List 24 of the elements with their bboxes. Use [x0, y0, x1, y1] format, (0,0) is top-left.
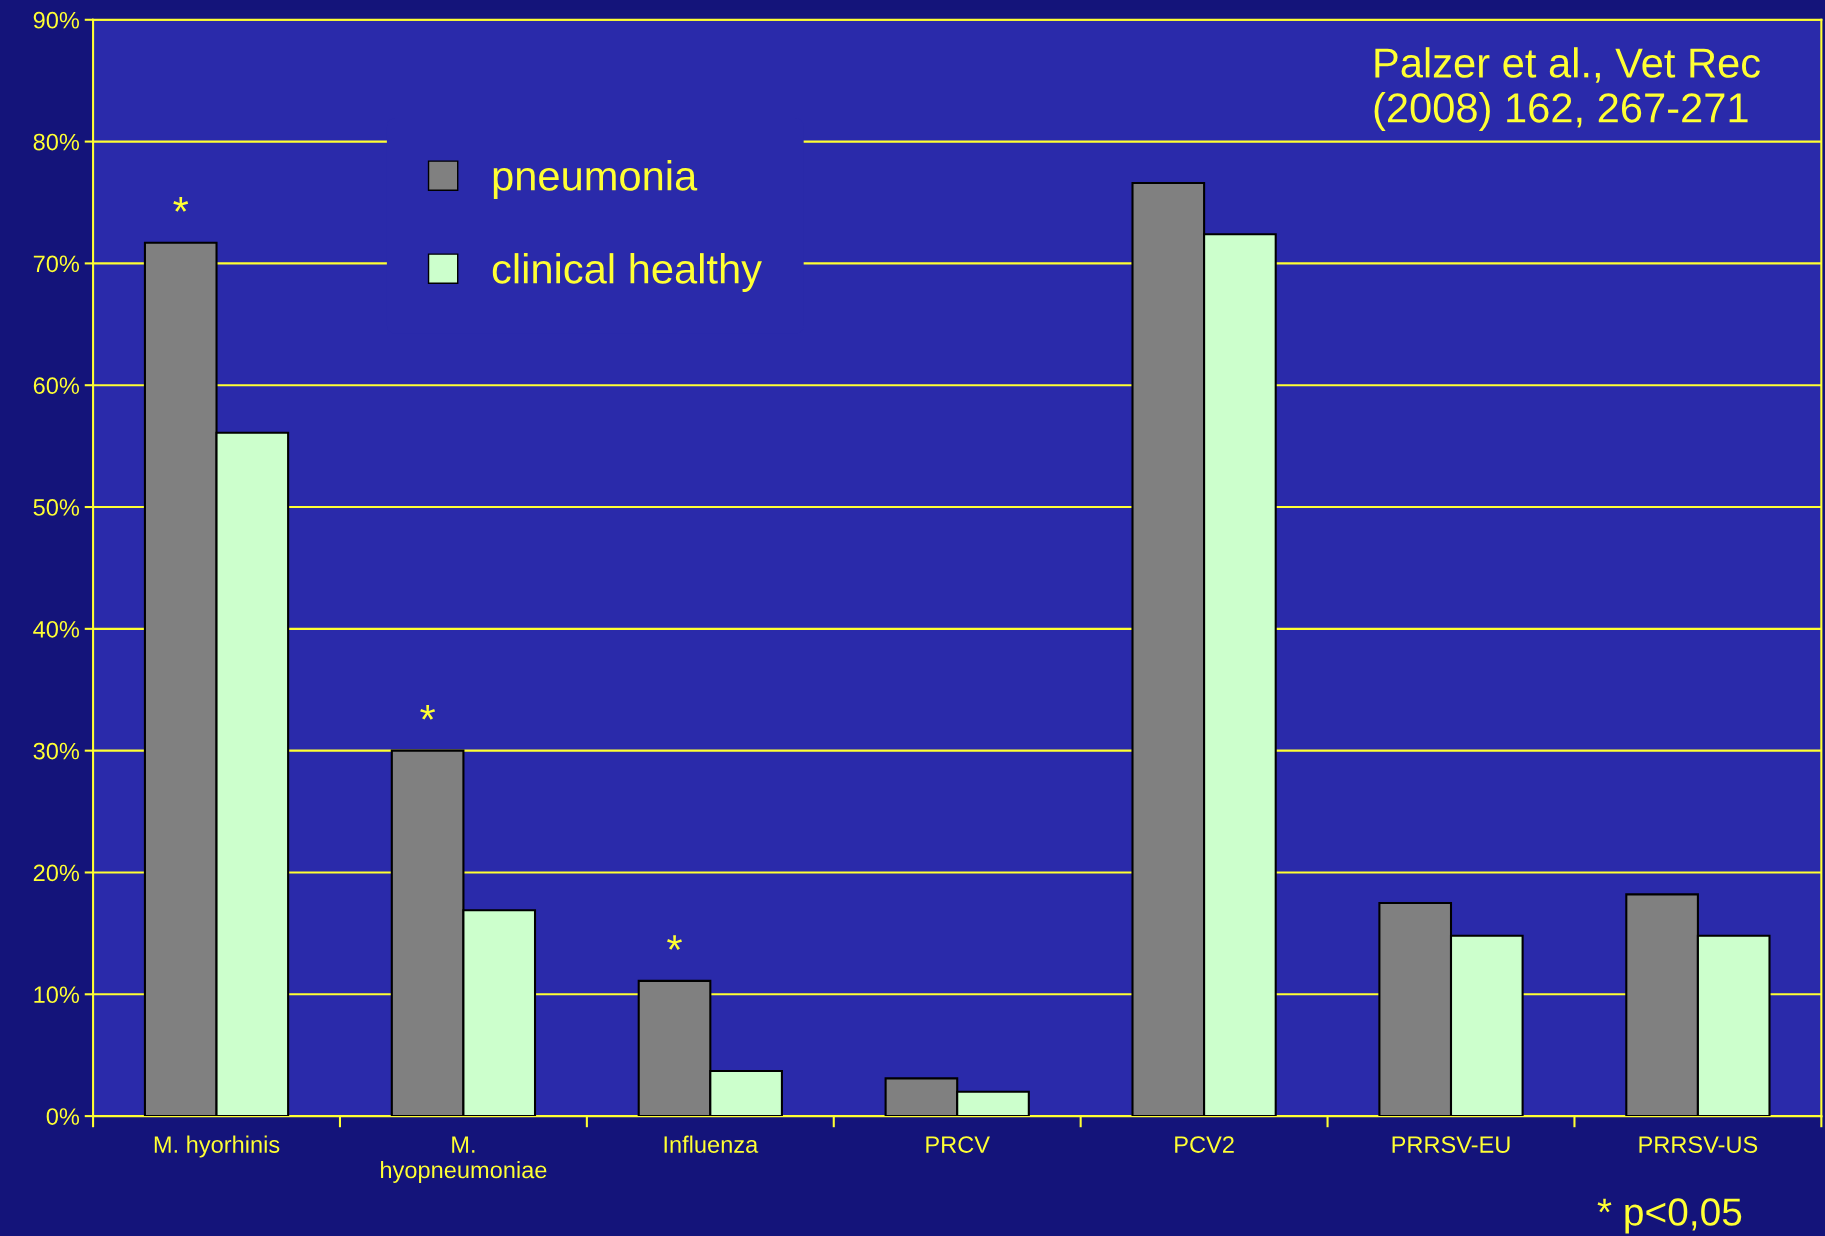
annotation: * [420, 705, 436, 720]
x-tick-label: Influenza [664, 1135, 759, 1153]
y-tick-label: 70% [33, 255, 80, 273]
x-tick-label: M. hyorhinis [154, 1135, 280, 1158]
legend-label: pneumonia [493, 160, 698, 199]
y-tick-label: 0% [46, 1108, 80, 1125]
y-tick-label: 60% [33, 377, 80, 395]
x-tick-label: PRRSV-US [1639, 1136, 1758, 1153]
y-tick-label: 50% [33, 499, 80, 516]
y-tick-label: 30% [33, 742, 80, 760]
text: * p<0,05 [1597, 1198, 1742, 1234]
y-tick-label: 10% [34, 986, 80, 1004]
annotation: Palzer et al., Vet Rec (2008) 162, 267-271 [1374, 47, 1760, 131]
x-tick-label: PRRSV-EU [1392, 1136, 1510, 1153]
y-tick-label: 40% [33, 620, 80, 638]
x-tick-label: PCV2 [1175, 1136, 1234, 1153]
x-tick-label: M. hyopneumoniae [381, 1136, 547, 1183]
y-tick-label: 90% [33, 11, 80, 29]
annotation: * [173, 197, 189, 212]
y-tick-label: 20% [33, 864, 80, 882]
annotation: * [667, 935, 682, 950]
legend-label: clinical healthy [492, 253, 762, 292]
y-tick-label: 80% [33, 133, 80, 151]
x-tick-label: PRCV [926, 1136, 990, 1153]
